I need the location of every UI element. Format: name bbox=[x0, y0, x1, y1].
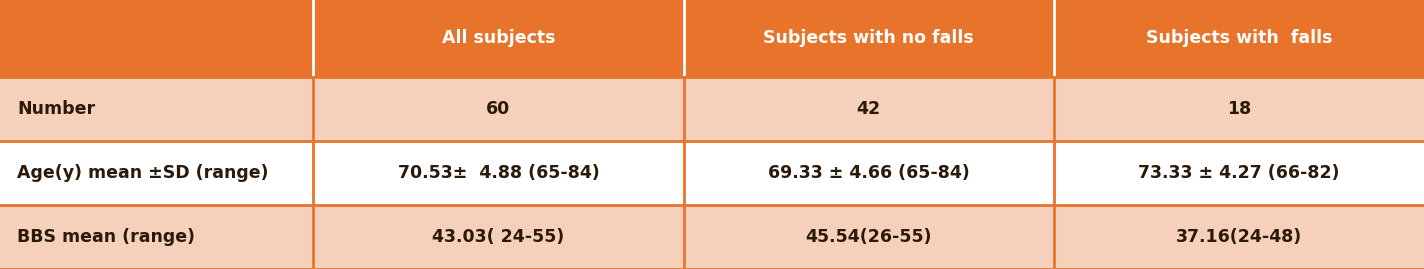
Text: All subjects: All subjects bbox=[441, 29, 555, 47]
Text: Age(y) mean ±SD (range): Age(y) mean ±SD (range) bbox=[17, 164, 269, 182]
Text: Number: Number bbox=[17, 100, 95, 118]
Text: 42: 42 bbox=[857, 100, 880, 118]
Bar bbox=[1054, 77, 1424, 141]
Text: 37.16(24-48): 37.16(24-48) bbox=[1176, 228, 1302, 246]
Bar bbox=[1054, 205, 1424, 269]
Bar bbox=[313, 141, 684, 205]
Bar bbox=[684, 0, 1054, 77]
Bar bbox=[684, 141, 1054, 205]
Bar bbox=[684, 205, 1054, 269]
Bar bbox=[0, 77, 313, 141]
Bar bbox=[313, 205, 684, 269]
Text: 70.53±  4.88 (65-84): 70.53± 4.88 (65-84) bbox=[397, 164, 600, 182]
Text: 43.03( 24-55): 43.03( 24-55) bbox=[433, 228, 564, 246]
Bar bbox=[0, 141, 313, 205]
Text: Subjects with no falls: Subjects with no falls bbox=[763, 29, 974, 47]
Text: BBS mean (range): BBS mean (range) bbox=[17, 228, 195, 246]
Text: Subjects with  falls: Subjects with falls bbox=[1146, 29, 1331, 47]
Bar bbox=[313, 0, 684, 77]
Text: 18: 18 bbox=[1226, 100, 1252, 118]
Text: 45.54(26-55): 45.54(26-55) bbox=[806, 228, 931, 246]
Bar bbox=[0, 205, 313, 269]
Bar bbox=[1054, 141, 1424, 205]
Bar bbox=[684, 77, 1054, 141]
Text: 73.33 ± 4.27 (66-82): 73.33 ± 4.27 (66-82) bbox=[1138, 164, 1340, 182]
Bar bbox=[0, 0, 313, 77]
Bar bbox=[1054, 0, 1424, 77]
Bar bbox=[313, 77, 684, 141]
Text: 60: 60 bbox=[486, 100, 511, 118]
Text: 69.33 ± 4.66 (65-84): 69.33 ± 4.66 (65-84) bbox=[768, 164, 970, 182]
